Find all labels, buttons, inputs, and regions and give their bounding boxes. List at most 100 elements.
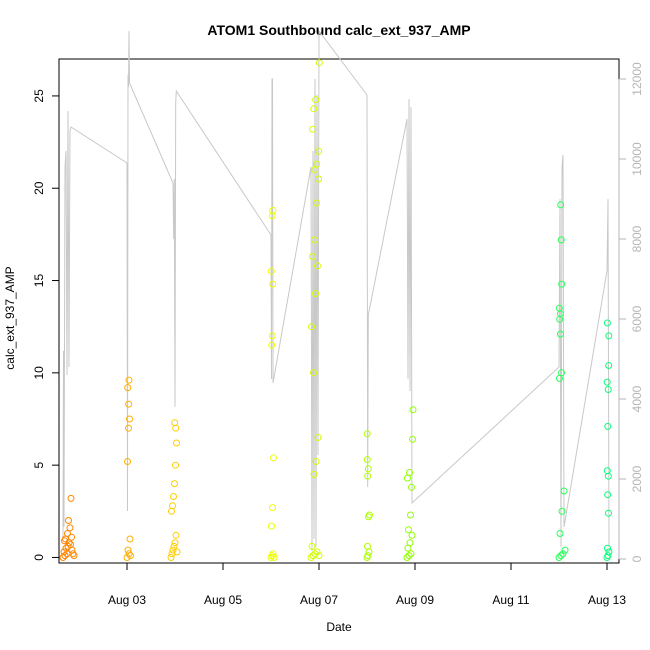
data-point [127,552,134,560]
data-point [407,511,414,519]
data-point [364,552,372,560]
data-point [125,400,133,408]
data-point [312,96,320,104]
right-y-tick-label: 4000 [630,385,644,412]
x-tick-label: Aug 13 [588,593,626,607]
data-point [605,509,612,517]
data-point [409,406,417,414]
data-point [605,362,613,369]
right-y-tick-label: 6000 [630,305,644,332]
data-point [61,552,69,560]
data-point [269,504,276,512]
data-point [173,548,181,556]
data-point [557,330,564,338]
y-axis-label: calc_ext_937_AMP [3,266,17,369]
data-point [315,59,323,67]
x-tick-label: Aug 05 [204,593,242,607]
data-point [557,201,565,209]
data-point [604,491,612,499]
data-point [555,554,563,561]
data-point [604,544,611,552]
data-point [269,280,277,288]
data-point [60,548,68,556]
data-point [171,419,179,427]
data-point [170,542,178,550]
data-point [408,483,415,491]
data-point [603,467,611,475]
data-point [168,507,175,515]
data-point [406,469,413,476]
x-tick-label: Aug 11 [492,593,529,607]
data-point [66,524,74,532]
data-point [558,507,566,515]
data-point [310,369,317,377]
data-point [169,502,176,510]
data-point [315,147,323,155]
data-point [558,369,565,377]
data-point [405,552,413,560]
data-point [67,494,75,502]
y-tick-label: 20 [32,181,46,195]
data-point [310,105,318,113]
right-y-tick-label: 12000 [630,62,644,96]
data-point [269,206,277,214]
data-point [270,454,277,462]
data-point [605,548,613,556]
data-point [124,458,131,465]
data-point [310,470,318,478]
data-point [405,526,412,534]
data-point [559,550,567,558]
data-point [172,424,180,432]
data-point [605,332,613,340]
data-point [314,262,321,270]
data-point [408,531,416,539]
data-point [406,539,414,547]
data-points [59,59,613,561]
y-axis: 0 5 10 15 20 25 [32,89,60,561]
data-point [364,465,372,473]
right-axis-series [62,29,610,552]
data-point [268,522,275,530]
right-y-axis: 0 2000 4000 6000 8000 10000 12000 [618,62,644,562]
data-point [268,332,276,340]
data-point [308,542,316,550]
data-point [555,304,563,312]
data-point [603,319,611,327]
data-point [363,456,371,464]
data-point [312,458,320,465]
data-point [70,552,78,560]
data-point [409,435,416,443]
y-tick-label: 10 [32,366,46,380]
right-y-tick-label: 2000 [630,465,644,492]
data-point [171,539,179,547]
data-point [366,511,373,519]
data-point [314,434,322,441]
data-point [61,537,68,545]
data-point [556,530,564,537]
plot-frame [58,58,620,564]
data-point [124,384,132,392]
data-point [560,487,568,495]
right-y-tick-label: 8000 [630,225,644,252]
chart-title: ATOM1 Southbound calc_ext_937_AMP [207,22,470,38]
y-tick-label: 5 [32,461,46,468]
data-point [172,531,180,539]
x-axis-label: Date [326,620,352,634]
right-y-tick-label: 10000 [630,142,644,176]
data-point [315,552,323,560]
right-axis-series-line [62,29,610,552]
x-axis: Aug 03 Aug 05 Aug 07 Aug 09 Aug 11 Aug 13 [108,562,626,607]
data-point [65,517,72,524]
data-point [268,341,276,349]
data-point [309,125,317,133]
data-point [65,539,73,547]
y-tick-label: 15 [32,274,46,288]
data-point [313,548,321,556]
y-tick-label: 25 [32,89,46,103]
data-point [558,280,566,288]
data-point [126,535,134,543]
data-point [267,267,275,275]
data-point [308,323,315,331]
data-point [68,533,75,541]
